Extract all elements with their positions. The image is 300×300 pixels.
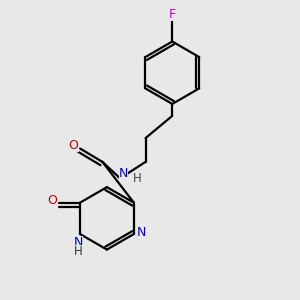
Text: H: H [133, 172, 142, 185]
Text: N: N [118, 167, 128, 180]
Text: O: O [69, 139, 79, 152]
Text: F: F [169, 8, 176, 21]
Text: N: N [74, 236, 83, 249]
Text: H: H [74, 245, 83, 258]
Text: O: O [48, 194, 58, 207]
Text: N: N [137, 226, 146, 239]
